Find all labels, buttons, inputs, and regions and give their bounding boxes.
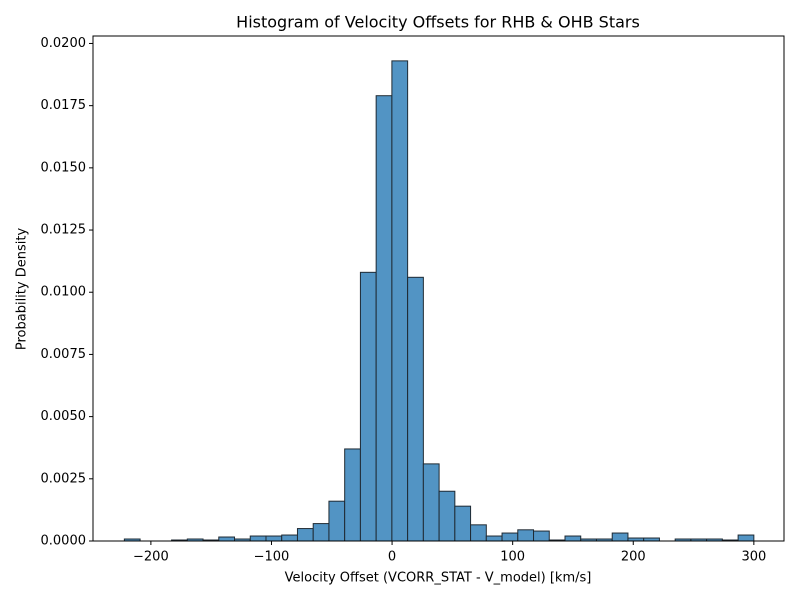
bar xyxy=(249,535,267,542)
y-tick-label: 0.0075 xyxy=(41,347,87,362)
x-axis-label: Velocity Offset (VCORR_STAT - V_model) [… xyxy=(285,571,592,586)
bar xyxy=(564,535,582,542)
y-tick-label: 0.0200 xyxy=(41,36,87,51)
y-tick-label: 0.0000 xyxy=(41,534,87,549)
chart-title: Histogram of Velocity Offsets for RHB & … xyxy=(236,13,640,32)
x-tick-label: 200 xyxy=(621,550,646,565)
y-tick-label: 0.0025 xyxy=(41,471,87,486)
bar xyxy=(391,60,409,542)
bar xyxy=(611,532,629,542)
x-tick-label: 300 xyxy=(741,550,766,565)
bar xyxy=(422,463,440,542)
bar xyxy=(344,448,361,542)
bar xyxy=(281,534,298,542)
plot-frame xyxy=(92,35,785,542)
bar xyxy=(312,523,330,542)
bar xyxy=(501,532,519,542)
bar xyxy=(737,534,755,542)
x-tick-label: −200 xyxy=(133,550,169,565)
x-tick-label: 0 xyxy=(388,550,396,565)
bar xyxy=(454,505,472,542)
bar xyxy=(265,535,283,542)
bar xyxy=(359,271,377,542)
bar xyxy=(485,535,503,542)
y-tick-label: 0.0150 xyxy=(41,160,87,175)
bar xyxy=(470,524,487,542)
bar xyxy=(533,530,550,542)
bar xyxy=(438,490,456,542)
bar xyxy=(375,95,393,542)
bar xyxy=(328,500,346,542)
y-axis-label: Probability Density xyxy=(15,228,30,351)
y-tick-label: 0.0100 xyxy=(41,285,87,300)
y-tick-label: 0.0175 xyxy=(41,98,87,113)
bar xyxy=(407,276,424,542)
y-tick-label: 0.0125 xyxy=(41,223,87,238)
x-tick-label: −100 xyxy=(254,550,290,565)
x-tick-label: 100 xyxy=(500,550,525,565)
bar xyxy=(218,536,236,542)
bar xyxy=(296,528,314,542)
y-tick-label: 0.0050 xyxy=(41,409,87,424)
bar xyxy=(517,529,535,542)
